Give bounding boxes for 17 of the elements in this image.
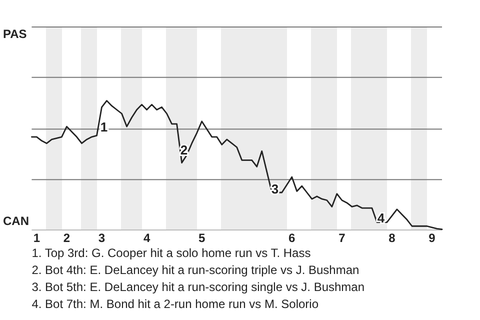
x-tick-label: 4: [143, 231, 150, 246]
text: 2. Bot 4th: E. DeLancey hit a run-scoring triple vs J. Bushman: [32, 263, 360, 278]
x-tick-label: 1: [33, 231, 40, 246]
text: PAS: [3, 27, 27, 42]
text: 1. Top 3rd: G. Cooper hit a solo home run vs T. Hass: [32, 246, 311, 260]
text: CAN: [3, 214, 29, 228]
x-tick-label: 9: [428, 231, 436, 246]
annotation: 4: [377, 210, 386, 226]
annotation: 2: [180, 142, 188, 158]
x-tick-label: 7: [338, 231, 346, 246]
x-tick-label: 3: [98, 231, 106, 246]
x-tick-label: 8: [388, 231, 396, 246]
text: 4. Bot 7th: M. Bond hit a 2-run home run vs M. Solorio: [32, 297, 319, 312]
text: 3. Bot 5th: E. DeLancey hit a run-scoring single vs J. Bushman: [32, 280, 365, 294]
x-tick-label: 2: [63, 231, 70, 246]
x-tick-label: 5: [198, 231, 206, 246]
x-tick-label: 6: [288, 231, 296, 246]
